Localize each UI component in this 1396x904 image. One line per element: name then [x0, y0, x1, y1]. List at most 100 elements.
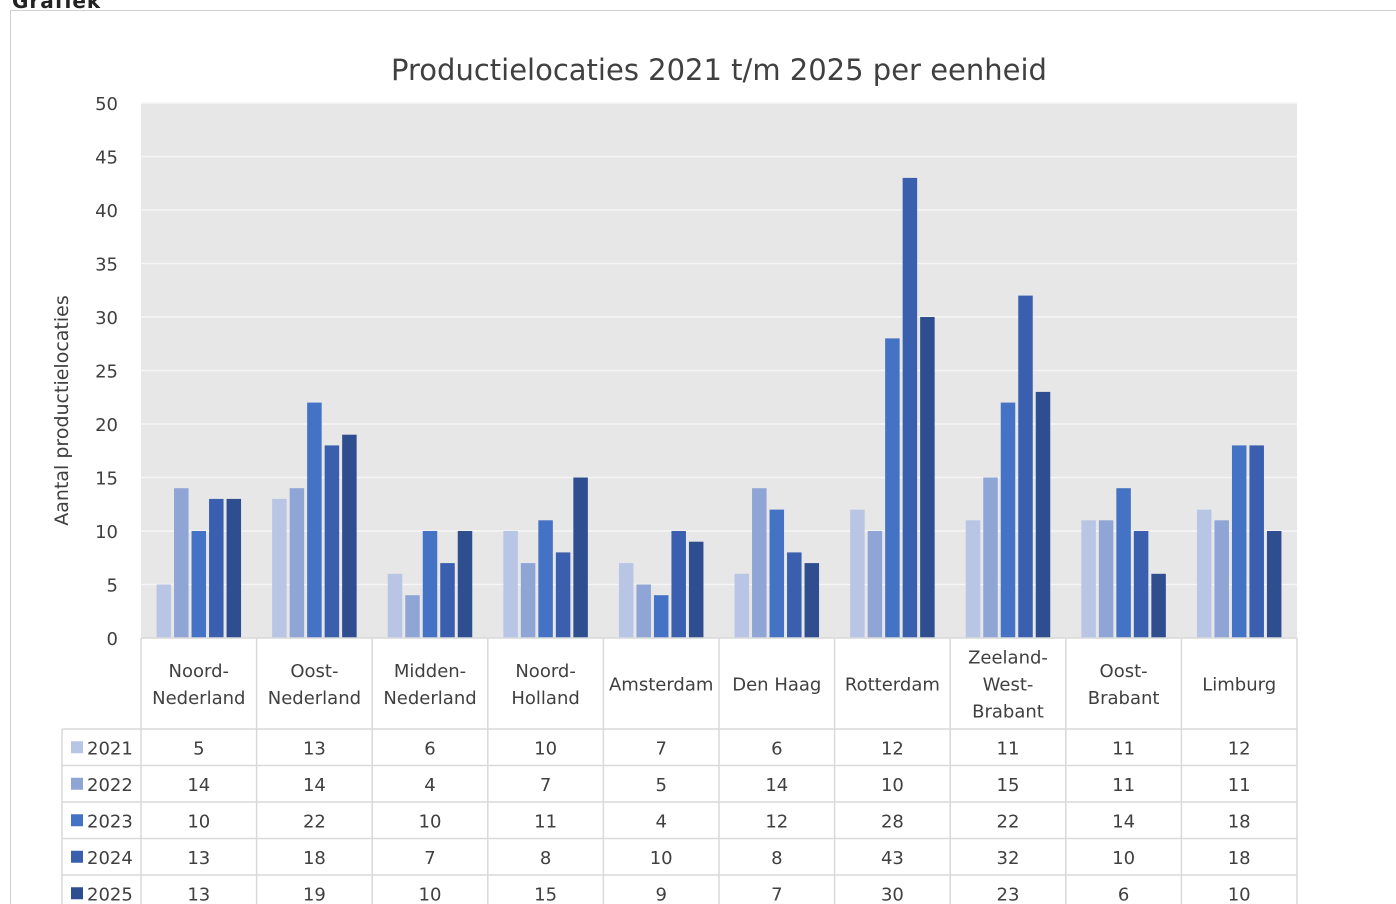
table-cell: 18 — [303, 848, 326, 869]
bar-2022-7 — [983, 477, 998, 638]
bar-2023-7 — [1000, 402, 1016, 638]
bar-2024-2 — [440, 563, 455, 638]
y-tick-label: 0 — [107, 629, 118, 650]
bar-2024-4 — [671, 531, 686, 638]
y-tick-label: 30 — [95, 308, 118, 329]
category-label: Nederland — [268, 688, 361, 709]
category-label: Nederland — [152, 688, 245, 709]
table-cell: 10 — [650, 848, 673, 869]
bar-2023-8 — [1116, 488, 1131, 638]
table-cell: 11 — [997, 738, 1020, 759]
table-cell: 6 — [771, 738, 782, 759]
category-label: Limburg — [1202, 675, 1276, 696]
table-cell: 14 — [187, 775, 210, 796]
bar-2022-6 — [867, 531, 883, 638]
y-tick-label: 10 — [95, 522, 118, 543]
table-cell: 13 — [303, 738, 326, 759]
chart-title: Productielocaties 2021 t/m 2025 per eenh… — [391, 53, 1047, 87]
bar-2021-4 — [618, 563, 634, 638]
bar-2025-8 — [1151, 573, 1166, 638]
table-cell: 32 — [997, 848, 1020, 869]
bar-2021-6 — [850, 509, 865, 638]
bar-2022-4 — [636, 584, 651, 638]
table-cell: 10 — [1228, 884, 1251, 904]
table-cell: 11 — [534, 811, 557, 832]
table-cell: 11 — [1112, 738, 1135, 759]
table-cell: 11 — [1112, 775, 1135, 796]
table-cell: 15 — [997, 775, 1020, 796]
bar-2023-2 — [422, 531, 438, 638]
y-tick-label: 5 — [107, 576, 118, 597]
bar-2025-7 — [1035, 391, 1051, 638]
bar-2024-3 — [555, 552, 571, 638]
table-cell: 8 — [771, 848, 782, 869]
bar-2023-4 — [653, 595, 669, 638]
table-cell: 7 — [424, 848, 435, 869]
bar-2025-3 — [573, 477, 588, 638]
table-cell: 10 — [881, 775, 904, 796]
table-cell: 10 — [419, 811, 442, 832]
bar-2023-1 — [307, 402, 322, 638]
table-cell: 22 — [303, 811, 326, 832]
bar-2024-6 — [902, 177, 918, 638]
legend-label: 2022 — [87, 775, 133, 796]
category-label: Zeeland- — [968, 648, 1048, 669]
bar-2024-7 — [1018, 295, 1033, 638]
category-label: Amsterdam — [609, 675, 713, 696]
table-cell: 22 — [997, 811, 1020, 832]
bar-2024-0 — [209, 498, 224, 638]
table-cell: 4 — [655, 811, 666, 832]
bar-2025-2 — [457, 531, 473, 638]
table-cell: 10 — [534, 738, 557, 759]
legend-swatch-2023 — [71, 814, 83, 827]
category-label: Oost- — [1100, 661, 1148, 682]
bar-2021-0 — [156, 584, 172, 638]
bar-2023-6 — [885, 338, 900, 638]
table-cell: 10 — [1112, 848, 1135, 869]
bar-2025-5 — [804, 563, 820, 638]
table-cell: 7 — [771, 884, 782, 904]
legend-swatch-2024 — [71, 850, 83, 863]
table-cell: 12 — [881, 738, 904, 759]
category-label: Holland — [511, 688, 579, 709]
y-tick-label: 20 — [95, 415, 118, 436]
y-tick-label: 50 — [95, 94, 118, 115]
table-cell: 13 — [187, 884, 210, 904]
bar-2025-9 — [1266, 531, 1282, 638]
bar-2025-4 — [688, 541, 704, 638]
table-cell: 7 — [655, 738, 666, 759]
y-tick-label: 45 — [95, 148, 118, 169]
category-label: Noord- — [169, 661, 230, 682]
bar-2021-9 — [1196, 509, 1212, 638]
category-label: Midden- — [394, 661, 466, 682]
bar-2025-0 — [226, 498, 242, 638]
table-cell: 30 — [881, 884, 904, 904]
table-cell: 43 — [881, 848, 904, 869]
bar-2022-9 — [1214, 520, 1229, 638]
table-cell: 5 — [655, 775, 666, 796]
y-tick-label: 25 — [95, 362, 118, 383]
table-cell: 19 — [303, 884, 326, 904]
y-tick-label: 35 — [95, 255, 118, 276]
category-label: Nederland — [383, 688, 476, 709]
chart-frame — [10, 10, 1396, 904]
legend-label: 2023 — [87, 811, 133, 832]
bar-2022-2 — [405, 595, 420, 638]
y-tick-label: 40 — [95, 201, 118, 222]
bar-2024-1 — [324, 445, 340, 638]
category-label: West- — [983, 675, 1034, 696]
bar-2025-1 — [342, 434, 357, 638]
legend-label: 2025 — [87, 884, 133, 904]
legend-label: 2021 — [87, 738, 133, 759]
header-fragment: Grafiek — [12, 0, 102, 13]
category-label: Brabant — [972, 702, 1044, 723]
bar-2023-0 — [191, 531, 207, 638]
bar-2021-8 — [1081, 520, 1096, 638]
bar-2022-5 — [752, 488, 767, 638]
table-cell: 12 — [1228, 738, 1251, 759]
bar-2022-3 — [520, 563, 536, 638]
bar-2021-5 — [734, 573, 750, 638]
table-cell: 14 — [765, 775, 788, 796]
table-cell: 7 — [540, 775, 551, 796]
